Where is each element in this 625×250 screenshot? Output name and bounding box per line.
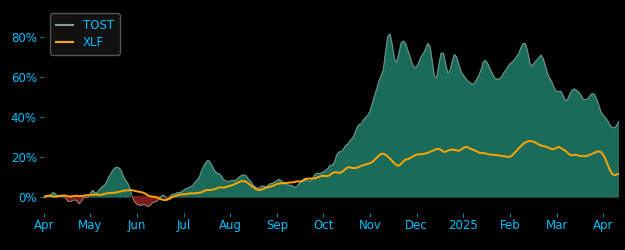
Legend: TOST, XLF: TOST, XLF [49, 14, 120, 55]
